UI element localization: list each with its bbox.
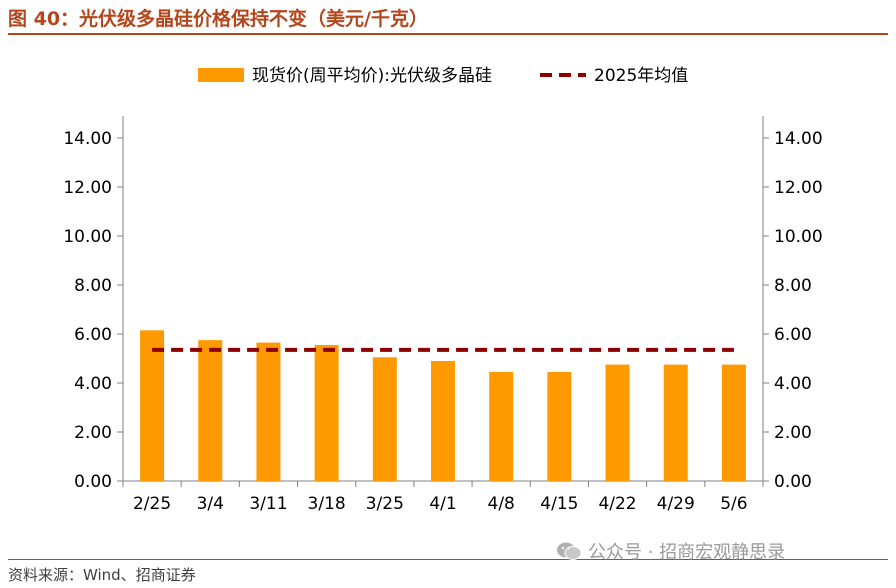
y2-tick-label: 6.00: [774, 325, 812, 345]
y-tick-label: 12.00: [63, 178, 112, 198]
y-tick-label: 6.00: [74, 325, 112, 345]
source-note: 资料来源：Wind、招商证券: [8, 566, 196, 584]
bar: [663, 364, 688, 481]
x-tick-label: 5/6: [720, 494, 747, 514]
y2-tick-label: 14.00: [774, 129, 823, 149]
legend-label-line: 2025年均值: [594, 66, 688, 86]
bar: [489, 371, 514, 481]
y-tick-label: 8.00: [74, 276, 112, 296]
bar: [140, 330, 165, 481]
y2-tick-label: 12.00: [774, 178, 823, 198]
x-tick-label: 4/22: [598, 494, 636, 514]
x-tick-label: 4/1: [429, 494, 456, 514]
legend: 现货价(周平均价):光伏级多晶硅 2025年均值: [198, 66, 688, 86]
y-tick-label: 2.00: [74, 423, 112, 443]
bar-chart: 现货价(周平均价):光伏级多晶硅 2025年均值 0.00 2.00 4.00 6.0…: [63, 66, 823, 514]
bar: [547, 371, 572, 481]
y2-tick-label: 0.00: [774, 472, 812, 492]
source-rule: [8, 559, 888, 560]
y-tick-label: 0.00: [74, 472, 112, 492]
bar: [372, 357, 397, 481]
x-tick-label: 3/4: [197, 494, 224, 514]
bar: [314, 345, 339, 481]
x-tick-label: 3/18: [308, 494, 346, 514]
bar: [721, 364, 746, 481]
y2-tick-label: 4.00: [774, 374, 812, 394]
wechat-icon: [557, 542, 582, 560]
x-tick-label: 4/15: [540, 494, 578, 514]
x-tick-label: 4/8: [488, 494, 515, 514]
bar: [605, 364, 630, 481]
bar: [198, 340, 223, 481]
bar: [256, 342, 281, 481]
y-tick-label: 10.00: [63, 227, 112, 247]
x-tick-label: 4/29: [657, 494, 695, 514]
x-tick-label: 3/11: [249, 494, 287, 514]
watermark: 公众号 · 招商宏观静思录: [556, 538, 785, 564]
y2-tick-label: 2.00: [774, 423, 812, 443]
legend-swatch-bar: [198, 68, 244, 82]
y-tick-label: 14.00: [63, 129, 112, 149]
x-tick-label: 2/25: [133, 494, 171, 514]
watermark-text: 公众号 · 招商宏观静思录: [588, 542, 786, 563]
figure-title: 图 40：光伏级多晶硅价格保持不变（美元/千克）: [8, 8, 428, 30]
x-tick-label: 3/25: [366, 494, 404, 514]
legend-label-bar: 现货价(周平均价):光伏级多晶硅: [252, 66, 492, 86]
y2-tick-label: 10.00: [774, 227, 823, 247]
y2-tick-label: 8.00: [774, 276, 812, 296]
plot-area: 0.00 2.00 4.00 6.00 8.00 10.00 12.00 14.00 0.00 2…: [63, 116, 823, 514]
title-rule: [8, 33, 888, 35]
bar: [431, 360, 455, 481]
y-tick-label: 4.00: [74, 374, 112, 394]
